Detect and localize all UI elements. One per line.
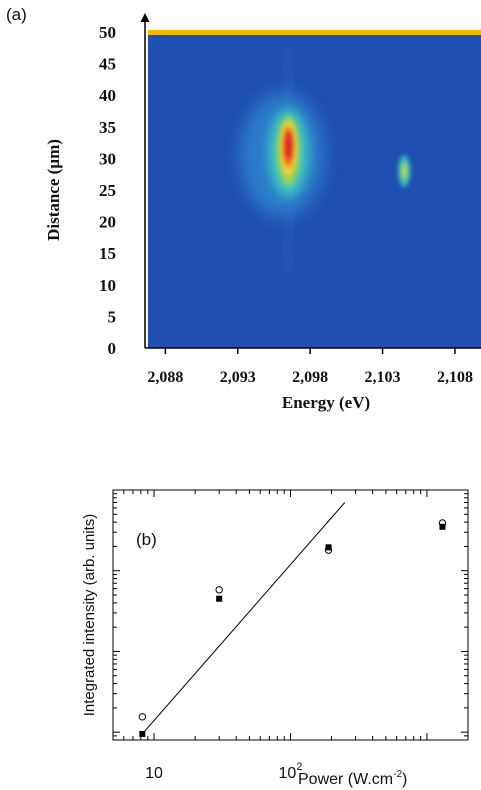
heatmap-spots <box>240 50 411 273</box>
x-axis-title-sup: -2 <box>393 769 402 780</box>
data-point-filled-square <box>325 544 332 551</box>
x-tick-label: 2,103 <box>365 369 401 386</box>
x-tick-labels: 10 102 <box>145 761 302 782</box>
y-tick-label: 15 <box>99 244 116 263</box>
y-tick-label: 5 <box>108 307 117 326</box>
y-tick-label: 35 <box>99 118 116 137</box>
x-tick-label: 2,098 <box>292 369 328 386</box>
x-tick-labels: 2,088 2,093 2,098 2,103 2,108 <box>147 348 473 386</box>
y-tick-label: 45 <box>99 55 116 74</box>
x-tick-label: 10 <box>145 765 163 782</box>
data-point-filled-square <box>139 730 146 737</box>
x-tick-label: 2,108 <box>437 369 473 386</box>
y-tick-label: 10 <box>99 276 116 295</box>
x-axis-title: Energy (eV) <box>282 393 370 412</box>
x-tick-label: 102 <box>279 761 303 782</box>
x-tick-label: 2,093 <box>220 369 256 386</box>
y-tick-label: 25 <box>99 181 116 200</box>
y-tick-label: 0 <box>108 339 117 358</box>
y-tick-label: 20 <box>99 213 116 232</box>
data-point-filled-square <box>216 595 223 602</box>
x-tick-label-exponent: 2 <box>296 761 302 773</box>
heatmap-panel: (a) 0 5 10 15 20 25 30 35 40 45 50 2,088 2,093 2,098… <box>6 5 481 412</box>
y-axis-title: Integrated intensity (arb. units) <box>81 514 98 717</box>
data-points <box>138 519 447 737</box>
x-tick-label-base: 10 <box>145 765 163 782</box>
panel-a-label: (a) <box>6 5 27 24</box>
y-tick-label: 50 <box>99 23 116 42</box>
heatmap-spot-secondary <box>401 162 407 181</box>
data-point-open-circle <box>138 713 147 721</box>
panel-b-label: (b) <box>136 530 157 549</box>
y-axis-arrow-icon <box>140 13 150 22</box>
x-axis-title: Power (W.cm-2) <box>298 769 407 788</box>
x-axis-title-main: Power (W.cm <box>298 771 393 788</box>
axis-ticks <box>112 489 469 741</box>
heatmap-spot-red <box>284 130 292 161</box>
scatter-panel: (b) 10 102 Integrated intensity (arb. uni… <box>81 489 469 788</box>
fit-line <box>141 502 346 735</box>
y-tick-labels: 0 5 10 15 20 25 30 35 40 45 50 <box>99 23 116 358</box>
heatmap-top-line <box>148 30 481 35</box>
x-axis-title-end: ) <box>402 771 407 788</box>
data-point-filled-square <box>439 523 446 530</box>
plot-frame <box>112 489 469 741</box>
y-tick-label: 40 <box>99 86 116 105</box>
data-point-open-circle <box>215 586 223 594</box>
x-tick-label-base: 10 <box>279 765 297 782</box>
y-tick-label: 30 <box>99 149 116 168</box>
x-tick-label: 2,088 <box>147 369 183 386</box>
y-axis-title: Distance (µm) <box>44 139 63 241</box>
